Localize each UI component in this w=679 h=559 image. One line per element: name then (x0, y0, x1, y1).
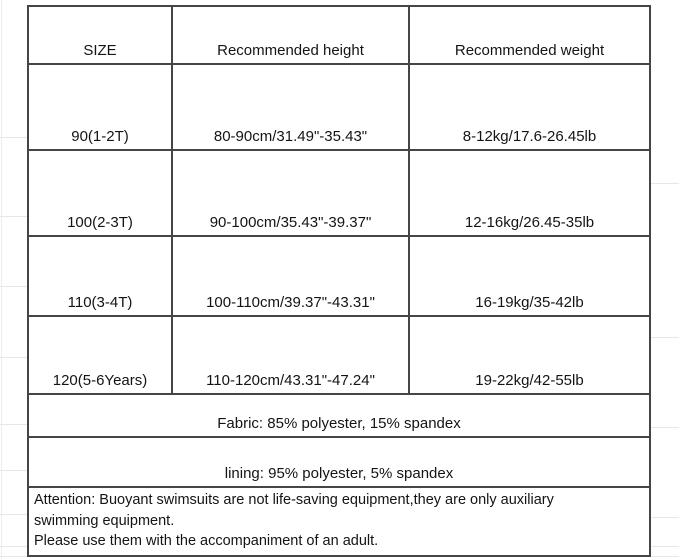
cell-size: 120(5-6Years) (27, 315, 173, 395)
header-row: SIZE Recommended height Recommended weig… (27, 5, 651, 65)
gridline (0, 137, 27, 138)
gridline (651, 546, 679, 547)
table-row: 110(3-4T) 100-110cm/39.37"-43.31" 16-19k… (27, 235, 651, 317)
cell-weight: 16-19kg/35-42lb (408, 235, 651, 317)
gridline (0, 424, 27, 425)
attention-row: Attention: Buoyant swimsuits are not lif… (27, 486, 651, 557)
gridline (0, 546, 27, 547)
fabric-row: Fabric: 85% polyester, 15% spandex (27, 393, 651, 438)
gridline (651, 337, 679, 338)
attention-line: swimming equipment. (34, 512, 175, 529)
cell-size: 100(2-3T) (27, 149, 173, 237)
cell-weight: 8-12kg/17.6-26.45lb (408, 63, 651, 151)
gridline (0, 556, 679, 557)
gridline (0, 357, 27, 358)
gridline (651, 427, 679, 428)
lining-note: lining: 95% polyester, 5% spandex (27, 436, 651, 488)
cell-height: 90-100cm/35.43"-39.37" (171, 149, 410, 237)
gridline (0, 514, 27, 515)
attention-line: Please use them with the accompaniment o… (34, 533, 379, 549)
attention-note: Attention: Buoyant swimsuits are not lif… (27, 486, 651, 557)
lining-row: lining: 95% polyester, 5% spandex (27, 436, 651, 488)
cell-weight: 19-22kg/42-55lb (408, 315, 651, 395)
cell-height: 100-110cm/39.37"-43.31" (171, 235, 410, 317)
gridline (651, 183, 679, 184)
header-size: SIZE (27, 5, 173, 65)
gridline (651, 517, 679, 518)
cell-height: 80-90cm/31.49"-35.43" (171, 63, 410, 151)
gridline (1, 0, 2, 559)
header-recommended-weight: Recommended weight (408, 5, 651, 65)
cell-size: 90(1-2T) (27, 63, 173, 151)
cell-weight: 12-16kg/26.45-35lb (408, 149, 651, 237)
header-recommended-height: Recommended height (171, 5, 410, 65)
gridline (0, 216, 27, 217)
table-row: 120(5-6Years) 110-120cm/43.31"-47.24" 19… (27, 315, 651, 395)
attention-line: Attention: Buoyant swimsuits are not lif… (34, 492, 554, 508)
table-row: 100(2-3T) 90-100cm/35.43"-39.37" 12-16kg… (27, 149, 651, 237)
cell-height: 110-120cm/43.31"-47.24" (171, 315, 410, 395)
gridline (0, 470, 27, 471)
gridline (0, 286, 27, 287)
table-row: 90(1-2T) 80-90cm/31.49"-35.43" 8-12kg/17… (27, 63, 651, 151)
fabric-note: Fabric: 85% polyester, 15% spandex (27, 393, 651, 438)
size-chart-table: SIZE Recommended height Recommended weig… (27, 5, 651, 557)
cell-size: 110(3-4T) (27, 235, 173, 317)
